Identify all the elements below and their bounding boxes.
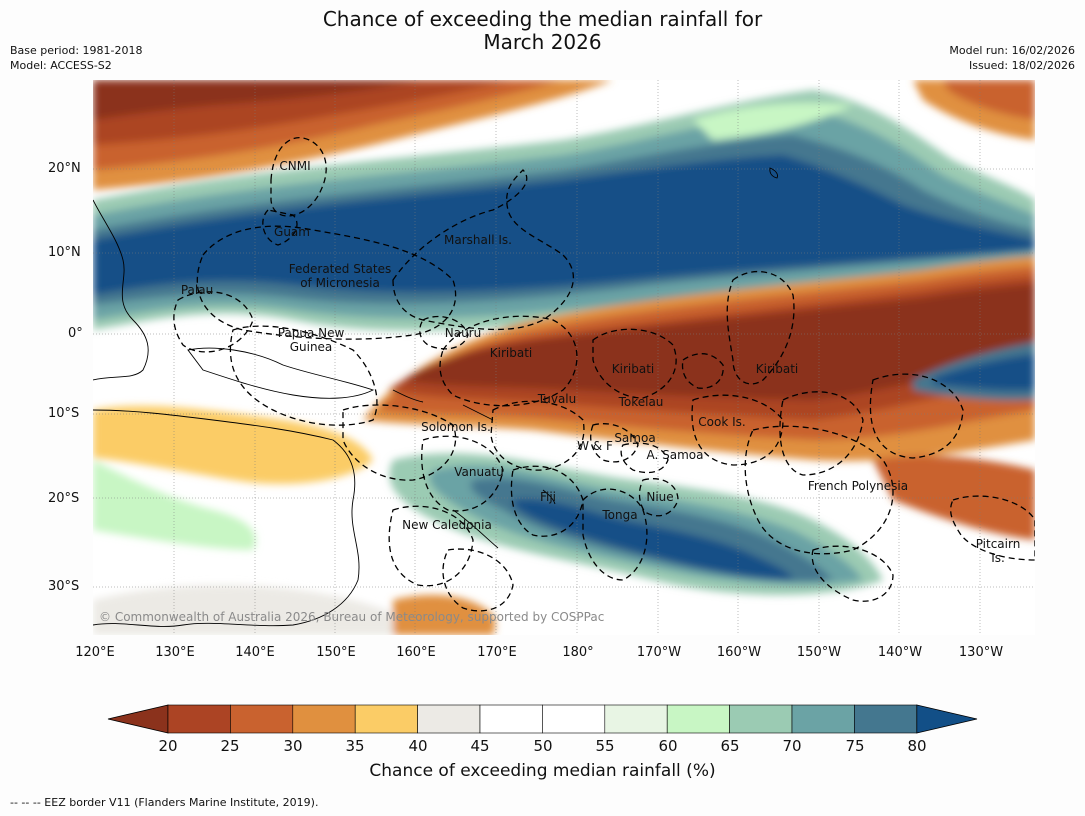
region-label: Vanuatu bbox=[454, 465, 504, 479]
probability-field bbox=[93, 80, 1035, 635]
colorbar-segment bbox=[729, 704, 793, 734]
region-label: Marshall Is. bbox=[444, 233, 512, 247]
lat-tick: 20°S bbox=[48, 491, 80, 506]
title-line-1: Chance of exceeding the median rainfall … bbox=[322, 7, 763, 31]
region-label: Guam bbox=[274, 225, 310, 239]
eez-footnote: -- -- -- EEZ border V11 (Flanders Marine… bbox=[10, 796, 319, 809]
region-label: Kiribati bbox=[612, 362, 654, 376]
colorbar-extend-low bbox=[107, 704, 169, 734]
colorbar-segment bbox=[854, 704, 918, 734]
colorbar-segment bbox=[604, 704, 668, 734]
region-label: New Caledonia bbox=[402, 518, 492, 532]
copyright-text: © Commonwealth of Australia 2026, Bureau… bbox=[99, 610, 604, 624]
lat-tick: 10°S bbox=[48, 406, 80, 421]
colorbar-segment bbox=[542, 704, 606, 734]
region-label: Pitcairn Is. bbox=[976, 537, 1021, 565]
region-label: Nauru bbox=[445, 326, 481, 340]
rainfall-map: CNMI Guam Marshall Is. Federated States of M… bbox=[93, 80, 1035, 635]
region-label: Cook Is. bbox=[698, 415, 745, 429]
region-label: French Polynesia bbox=[808, 479, 908, 493]
meta-right: Model run: 16/02/2026 Issued: 18/02/2026 bbox=[949, 43, 1075, 73]
colorbar-segment bbox=[791, 704, 855, 734]
model-name: Model: ACCESS-S2 bbox=[10, 59, 112, 72]
region-label: A. Samoa bbox=[647, 448, 704, 462]
colorbar-tick: 60 bbox=[658, 737, 678, 755]
colorbar-tick: 80 bbox=[907, 737, 927, 755]
lon-tick: 180° bbox=[562, 645, 594, 660]
region-label: CNMI bbox=[279, 159, 310, 173]
colorbar-tick: 40 bbox=[408, 737, 428, 755]
colorbar bbox=[107, 704, 978, 734]
colorbar-segment bbox=[230, 704, 294, 734]
colorbar-segment bbox=[354, 704, 418, 734]
colorbar-segment bbox=[666, 704, 730, 734]
lat-tick: 10°N bbox=[48, 245, 81, 260]
region-label: Solomon Is. bbox=[421, 420, 491, 434]
region-label: Tuvalu bbox=[537, 392, 577, 406]
eez-borders bbox=[173, 137, 1035, 612]
lon-tick: 130°W bbox=[958, 645, 1004, 660]
model-run: Model run: 16/02/2026 bbox=[949, 44, 1075, 57]
colorbar-tick: 25 bbox=[220, 737, 240, 755]
lon-tick: 170°E bbox=[477, 645, 517, 660]
title-line-2: March 2026 bbox=[483, 30, 602, 54]
colorbar-segment bbox=[167, 704, 231, 734]
meta-left: Base period: 1981-2018 Model: ACCESS-S2 bbox=[10, 43, 142, 73]
base-period: Base period: 1981-2018 bbox=[10, 44, 143, 57]
lon-tick: 160°E bbox=[396, 645, 436, 660]
chart-title: Chance of exceeding the median rainfall … bbox=[0, 8, 1085, 54]
lon-tick: 170°W bbox=[636, 645, 682, 660]
colorbar-segment bbox=[417, 704, 481, 734]
region-label: Palau bbox=[181, 283, 213, 297]
colorbar-tick: 70 bbox=[782, 737, 802, 755]
colorbar-segment bbox=[479, 704, 543, 734]
map-canvas: CNMI Guam Marshall Is. Federated States of M… bbox=[93, 80, 1035, 635]
region-label: Kiribati bbox=[490, 346, 532, 360]
lon-tick: 150°W bbox=[796, 645, 842, 660]
region-label: Fiji bbox=[540, 490, 556, 504]
colorbar-tick: 55 bbox=[595, 737, 615, 755]
region-label: Niue bbox=[646, 490, 673, 504]
colorbar-tick: 20 bbox=[158, 737, 178, 755]
region-label: W & F bbox=[577, 439, 613, 453]
lon-tick: 140°W bbox=[877, 645, 923, 660]
region-label: Tonga bbox=[601, 508, 637, 522]
region-label: Federated States of Micronesia bbox=[289, 262, 391, 290]
colorbar-tick: 65 bbox=[720, 737, 740, 755]
colorbar-tick: 75 bbox=[845, 737, 865, 755]
graticule bbox=[93, 80, 1035, 635]
issued-date: Issued: 18/02/2026 bbox=[968, 59, 1075, 72]
region-labels: CNMI Guam Marshall Is. Federated States of M… bbox=[181, 159, 1020, 565]
lat-tick: 20°N bbox=[48, 161, 81, 176]
region-label: Kiribati bbox=[756, 362, 798, 376]
lat-tick: 0° bbox=[68, 326, 83, 341]
colorbar-tick: 35 bbox=[345, 737, 365, 755]
colorbar-tick: 50 bbox=[533, 737, 553, 755]
colorbar-extend-high bbox=[916, 704, 978, 734]
lon-tick: 150°E bbox=[316, 645, 356, 660]
lon-tick: 130°E bbox=[155, 645, 195, 660]
lon-tick: 160°W bbox=[716, 645, 762, 660]
lon-tick: 120°E bbox=[75, 645, 115, 660]
region-label: Tokelau bbox=[618, 395, 664, 409]
colorbar-tick: 45 bbox=[470, 737, 490, 755]
lat-tick: 30°S bbox=[48, 579, 80, 594]
colorbar-segment bbox=[292, 704, 356, 734]
coastlines bbox=[93, 167, 778, 627]
region-label: Samoa bbox=[614, 431, 655, 445]
colorbar-title: Chance of exceeding median rainfall (%) bbox=[369, 761, 716, 781]
colorbar-tick: 30 bbox=[283, 737, 303, 755]
lon-tick: 140°E bbox=[235, 645, 275, 660]
region-label: Papua New Guinea bbox=[278, 326, 345, 354]
